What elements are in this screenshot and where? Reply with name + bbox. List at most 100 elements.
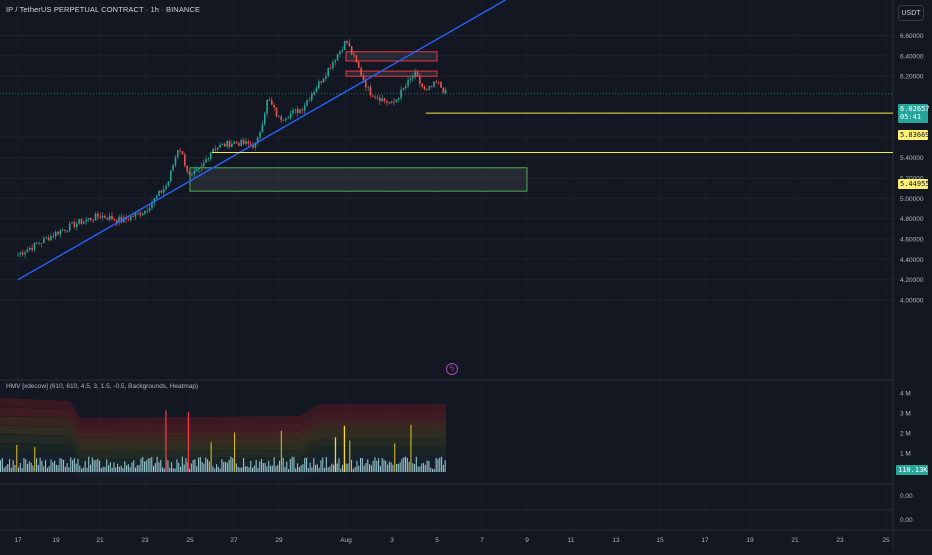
price-tick-label: 6.40000 [900, 53, 924, 60]
volume-bar [367, 459, 369, 472]
heatmap-band [0, 452, 446, 474]
candle-body [122, 217, 125, 223]
volume-bar [417, 466, 419, 472]
volume-bar [190, 463, 192, 472]
candle-body [362, 75, 365, 81]
candle-body [75, 223, 78, 228]
candle-body [348, 43, 351, 47]
candle-body [381, 98, 384, 102]
volume-bar [16, 444, 18, 472]
candle-body [280, 116, 282, 121]
candle-body [153, 198, 156, 203]
candle-body [231, 143, 233, 148]
indicator-title[interactable]: HMV [xdecow] (610, 610, 4.5, 3, 1.5, -0.… [6, 383, 199, 390]
volume-bar [142, 457, 144, 472]
volume-spike-bar [165, 410, 167, 472]
time-tick-label: 5 [435, 537, 439, 544]
volume-bar [390, 462, 392, 472]
volume-bar [68, 467, 70, 472]
volume-bar [72, 460, 74, 472]
candle-body [162, 188, 165, 193]
volume-bar [61, 458, 63, 472]
volume-bar [392, 464, 394, 472]
volume-bar [135, 467, 137, 472]
volume-bar [315, 464, 317, 472]
candle-body [221, 143, 224, 145]
candle-body [106, 217, 109, 220]
volume-bar [282, 457, 284, 472]
candle-body [134, 212, 137, 217]
price-tick-label: 6.60000 [900, 33, 924, 40]
candle-body [383, 98, 386, 101]
candle-body [177, 150, 179, 158]
candle-body [240, 139, 243, 146]
candle-body [144, 210, 146, 214]
candle-body [104, 215, 106, 218]
volume-bar [415, 456, 417, 472]
volume-bar [198, 457, 200, 472]
volume-spike-bar [334, 437, 337, 472]
price-tick-label: 4.00000 [900, 298, 924, 305]
volume-bar [378, 458, 380, 472]
candle-body [146, 210, 149, 212]
candle-body [397, 98, 400, 100]
volume-bar [117, 463, 119, 472]
currency-button[interactable]: USDT [898, 5, 924, 21]
volume-bar [379, 465, 381, 472]
volume-bar [208, 461, 210, 472]
volume-bar [414, 463, 416, 472]
volume-bar [39, 457, 41, 472]
candle-body [115, 219, 118, 223]
candle-body [294, 109, 297, 111]
candle-body [219, 144, 221, 148]
volume-bar [248, 467, 250, 472]
heatmap-band [0, 416, 446, 443]
volume-bar [306, 457, 308, 472]
candle-body [57, 231, 59, 235]
volume-bar [9, 459, 11, 472]
candle-body [318, 81, 320, 89]
candle-body [24, 252, 26, 255]
candle-body [167, 181, 170, 186]
volume-bar [54, 460, 56, 472]
candle-body [355, 55, 358, 63]
candle-body [61, 229, 64, 231]
lower-pane-tick-label: 0.00 [900, 517, 913, 524]
volume-bar [388, 461, 390, 472]
candle-body [52, 235, 55, 237]
volume-bar [145, 460, 147, 472]
candle-body [249, 143, 252, 145]
time-tick-label: 17 [14, 537, 22, 544]
volume-bar [271, 465, 273, 472]
candle-body [216, 147, 219, 150]
candle-body [360, 67, 362, 76]
volume-bar [149, 458, 151, 472]
candle-body [50, 235, 52, 241]
candle-body [186, 165, 188, 172]
volume-bar [252, 467, 254, 472]
volume-bar [147, 458, 149, 472]
volume-bar [131, 462, 133, 472]
time-tick-label: 13 [612, 537, 620, 544]
volume-bar [162, 467, 164, 472]
volume-heatmap-background [0, 398, 446, 482]
volume-bar [228, 459, 230, 472]
axes: 6.600006.400006.200005.600005.400005.200… [14, 33, 923, 544]
candle-body [141, 213, 144, 216]
volume-bar [354, 466, 356, 472]
volume-bar [88, 456, 90, 472]
volume-bar [70, 457, 72, 472]
candle-body [433, 81, 435, 87]
candle-body [303, 105, 306, 111]
volume-bar [45, 459, 47, 472]
volume-tick-label: 4 M [900, 391, 911, 398]
volume-bar [108, 465, 110, 472]
volume-bar [75, 463, 77, 472]
candle-body [367, 86, 369, 88]
volume-bar [217, 466, 219, 472]
volume-bar [241, 467, 243, 472]
lightning-icon[interactable]: ϟ [446, 363, 458, 375]
heatmap-band [0, 443, 446, 466]
